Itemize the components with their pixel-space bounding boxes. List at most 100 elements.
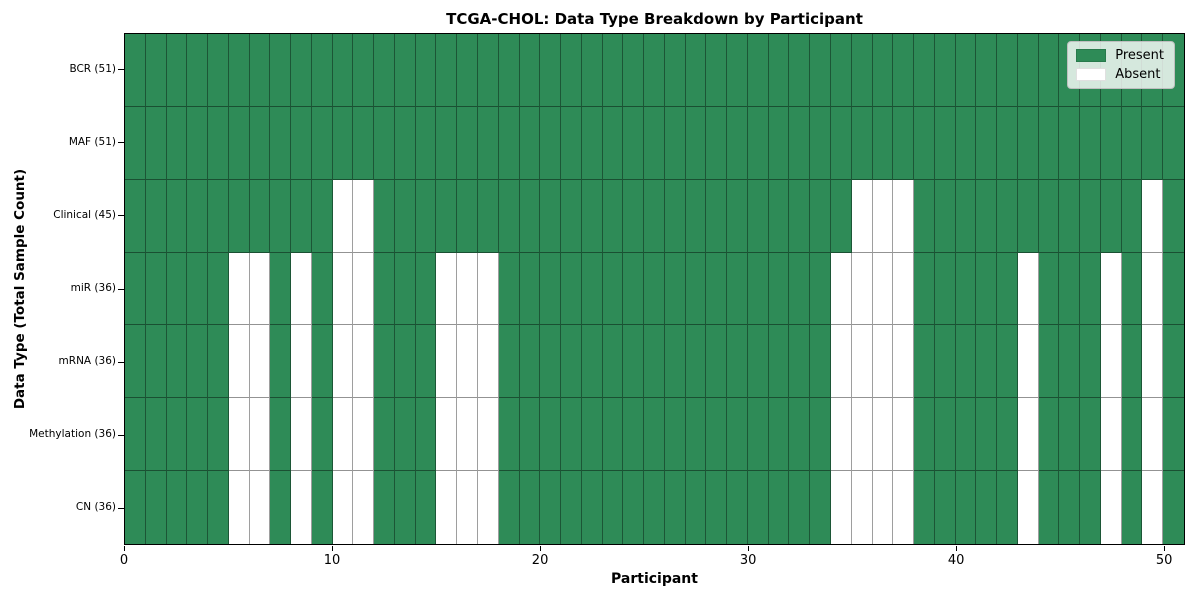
y-tick-label: Clinical (45): [53, 208, 116, 221]
heatmap-cell: [436, 325, 458, 399]
heatmap-cell: [477, 325, 499, 399]
heatmap-cell: [145, 325, 167, 399]
heatmap-cell: [1163, 106, 1184, 180]
heatmap-cell: [768, 252, 790, 326]
heatmap-cell: [311, 106, 333, 180]
heatmap-cell: [374, 106, 395, 180]
heatmap-cell: [581, 325, 603, 399]
heatmap-cell: [1100, 325, 1122, 399]
heatmap-cell: [498, 106, 520, 180]
heatmap-cell: [602, 106, 624, 180]
heatmap-cell: [914, 106, 935, 180]
heatmap-cell: [498, 325, 520, 399]
heatmap-cell: [893, 471, 915, 544]
heatmap-cell: [1121, 325, 1143, 399]
heatmap-cell: [561, 179, 582, 253]
heatmap-cell: [747, 325, 769, 399]
heatmap-cell: [747, 471, 769, 544]
heatmap-cell: [914, 34, 935, 107]
heatmap-cell: [602, 252, 624, 326]
heatmap-cell: [934, 471, 956, 544]
heatmap-cell: [914, 471, 935, 544]
heatmap-cell: [893, 398, 915, 472]
heatmap-cell: [851, 34, 873, 107]
legend-label: Present: [1115, 48, 1164, 63]
heatmap-cell: [540, 252, 562, 326]
heatmap-cell: [1038, 252, 1060, 326]
heatmap-cell: [1017, 106, 1039, 180]
heatmap-cell: [477, 252, 499, 326]
heatmap-cell: [934, 325, 956, 399]
heatmap-cell: [768, 34, 790, 107]
heatmap-cell: [353, 325, 375, 399]
heatmap-cell: [581, 106, 603, 180]
heatmap-cell: [228, 325, 250, 399]
heatmap-cell: [561, 325, 582, 399]
heatmap-cell: [664, 179, 686, 253]
heatmap-cell: [436, 106, 458, 180]
heatmap-cell: [1080, 325, 1101, 399]
heatmap-cell: [561, 398, 582, 472]
heatmap-cell: [332, 34, 354, 107]
heatmap-cell: [415, 106, 437, 180]
heatmap-cell: [1017, 471, 1039, 544]
heatmap-cell: [270, 106, 292, 180]
heatmap-cell: [249, 471, 271, 544]
heatmap-cell: [145, 252, 167, 326]
heatmap-cell: [789, 325, 811, 399]
heatmap-cell: [623, 325, 645, 399]
heatmap-cell: [789, 471, 811, 544]
heatmap-cell: [644, 252, 665, 326]
heatmap-cell: [976, 106, 998, 180]
heatmap-cell: [727, 325, 748, 399]
heatmap-cell: [644, 471, 665, 544]
heatmap-cell: [623, 252, 645, 326]
heatmap-cell: [851, 471, 873, 544]
heatmap-cell: [768, 398, 790, 472]
heatmap-cell: [1080, 398, 1101, 472]
heatmap-cell: [374, 398, 395, 472]
heatmap-cell: [353, 34, 375, 107]
legend-label: Absent: [1115, 67, 1161, 82]
heatmap-cell: [851, 398, 873, 472]
heatmap-cell: [644, 34, 665, 107]
heatmap-cell: [685, 106, 707, 180]
y-tick-label: BCR (51): [69, 62, 116, 75]
heatmap-cell: [955, 106, 977, 180]
heatmap-cell: [415, 471, 437, 544]
heatmap-cell: [914, 252, 935, 326]
heatmap-cell: [415, 252, 437, 326]
heatmap-cell: [1038, 471, 1060, 544]
heatmap-cell: [332, 179, 354, 253]
heatmap-cell: [145, 179, 167, 253]
heatmap-cell: [166, 179, 188, 253]
heatmap-cell: [685, 471, 707, 544]
heatmap-cell: [311, 34, 333, 107]
y-tick-mark: [118, 288, 124, 290]
heatmap-cell: [249, 34, 271, 107]
chart-title: TCGA-CHOL: Data Type Breakdown by Partic…: [446, 10, 863, 28]
heatmap-cell: [664, 471, 686, 544]
heatmap-cell: [332, 252, 354, 326]
heatmap-cell: [311, 252, 333, 326]
heatmap-cell: [893, 179, 915, 253]
heatmap-cell: [830, 252, 852, 326]
heatmap-cell: [394, 252, 416, 326]
heatmap-cell: [789, 34, 811, 107]
heatmap-cell: [498, 471, 520, 544]
heatmap-cell: [851, 179, 873, 253]
heatmap-cell: [374, 179, 395, 253]
x-tick-label: 10: [323, 553, 341, 568]
heatmap-cell: [208, 471, 229, 544]
heatmap-cell: [997, 471, 1018, 544]
heatmap-cell: [664, 106, 686, 180]
heatmap-cell: [1142, 325, 1164, 399]
heatmap-cell: [353, 398, 375, 472]
heatmap-cell: [457, 34, 478, 107]
heatmap-cell: [581, 252, 603, 326]
heatmap-cell: [1080, 471, 1101, 544]
x-tick-label: 30: [739, 553, 757, 568]
heatmap-cell: [436, 398, 458, 472]
heatmap-cell: [1100, 471, 1122, 544]
y-tick-label: Methylation (36): [29, 428, 116, 441]
